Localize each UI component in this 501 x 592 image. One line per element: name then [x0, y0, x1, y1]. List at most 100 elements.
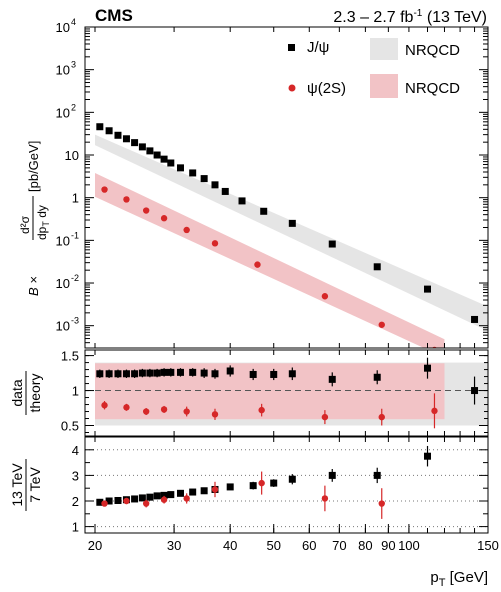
data-point-psi2s	[254, 261, 261, 268]
ratio-point-psi2s	[211, 411, 219, 418]
svg-text:dpT dy: dpT dy	[35, 205, 51, 240]
ratio-point-jpsi	[211, 370, 219, 378]
x-tick-label: 150	[477, 538, 499, 553]
energy-ratio-point-jpsi	[328, 471, 336, 479]
data-point-psi2s	[183, 226, 190, 234]
svg-text:7 TeV: 7 TeV	[27, 467, 43, 503]
energy-ratio-point-jpsi	[160, 491, 168, 499]
ratio-point-psi2s	[101, 402, 108, 409]
ratio-point-jpsi	[226, 367, 234, 375]
svg-text:13 TeV: 13 TeV	[9, 463, 25, 507]
ratio-point-jpsi	[200, 369, 208, 377]
data-point-jpsi	[176, 164, 184, 172]
energy-ratio-point-jpsi	[270, 479, 278, 487]
legend-jpsi-marker	[288, 44, 295, 51]
ratio-point-psi2s	[160, 406, 168, 413]
x-tick-label: 60	[302, 538, 316, 553]
energy-ratio-point-psi2s	[211, 486, 219, 493]
y-tick-label: 10	[65, 148, 79, 163]
energy-ratio-point-jpsi	[153, 492, 161, 500]
legend-psi2s-marker	[288, 84, 296, 92]
y-axis-label: B × d²σ dpT dy [pb/GeV]	[18, 141, 51, 296]
experiment-label: CMS	[95, 6, 133, 25]
y-tick-exponent: -2	[71, 273, 79, 283]
x-tick-label: 90	[381, 538, 395, 553]
legend-psi2s-band	[370, 74, 398, 98]
data-point-jpsi	[211, 181, 219, 189]
ratio-point-jpsi	[176, 368, 184, 376]
data-point-jpsi	[114, 131, 122, 139]
y-tick-exponent: 2	[71, 102, 76, 112]
y-tick-exponent: -3	[71, 316, 79, 326]
x-tick-label: 80	[358, 538, 372, 553]
ratio-point-jpsi	[270, 370, 278, 378]
data-point-psi2s	[123, 196, 130, 203]
energy-ratio-point-jpsi	[424, 452, 432, 460]
energy-ratio-panel: 1 2 3 4 20 30 40 50 60 70 80 90 100 150 13 TeV 7 TeV…	[9, 436, 499, 589]
y-tick-exponent: 3	[71, 60, 76, 70]
legend-band-label-1: NRQCD	[405, 42, 460, 59]
y-tick-exponent: 4	[71, 17, 76, 27]
ratio-point-jpsi	[105, 370, 113, 378]
ratio-point-psi2s	[142, 408, 150, 415]
data-point-jpsi	[260, 207, 268, 215]
energy-ratio-point-psi2s	[378, 500, 385, 507]
data-point-jpsi	[373, 263, 381, 271]
energy-ratio-point-psi2s	[321, 495, 329, 502]
y-tick-label: 1.5	[61, 349, 79, 364]
data-point-jpsi	[105, 127, 113, 135]
x-tick-label: 20	[88, 538, 102, 553]
energy-ratio-point-jpsi	[176, 489, 184, 497]
data-point-psi2s	[321, 293, 329, 300]
y-tick-label: 4	[72, 443, 79, 458]
ratio-point-jpsi	[471, 387, 479, 395]
data-point-jpsi	[153, 151, 161, 159]
data-point-jpsi	[160, 155, 168, 163]
data-point-jpsi	[122, 135, 130, 143]
legend-psi2s-label: ψ(2S)	[307, 80, 346, 97]
energy-ratio-point-psi2s	[258, 479, 265, 487]
energy-ratio-point-jpsi	[131, 495, 139, 503]
ratio-point-jpsi	[146, 369, 154, 377]
y-tick-exponent: -1	[71, 230, 79, 240]
x-tick-label: 50	[266, 538, 280, 553]
ratio-point-jpsi	[131, 370, 139, 378]
y-tick-label: 3	[72, 468, 79, 483]
ratio-point-jpsi	[328, 375, 336, 383]
ratio-point-psi2s	[431, 407, 438, 415]
data-over-theory-panel: 0.5 1 1.5 data theory	[9, 349, 489, 437]
ratio-y-label: data theory	[9, 371, 43, 415]
energy-ratio-point-jpsi	[96, 498, 104, 506]
ratio-point-jpsi	[122, 370, 130, 378]
data-point-jpsi	[138, 143, 146, 151]
data-point-jpsi	[96, 123, 104, 131]
energy-ratio-point-jpsi	[167, 491, 175, 499]
x-tick-label: 30	[167, 538, 181, 553]
energy-ratio-point-jpsi	[200, 487, 208, 495]
ratio-point-jpsi	[167, 368, 175, 376]
legend: J/ψ NRQCD ψ(2S) NRQCD	[288, 38, 460, 98]
ratio-point-jpsi	[373, 373, 381, 381]
energy-ratio-point-psi2s	[142, 500, 150, 507]
energy-ratio-point-psi2s	[123, 497, 130, 505]
energy-ratio-point-jpsi	[146, 493, 154, 501]
svg-text:theory: theory	[27, 374, 43, 413]
y-tick-label: 0.5	[61, 419, 79, 434]
data-point-jpsi	[200, 175, 208, 183]
y-tick-label: 1	[72, 384, 79, 399]
data-point-psi2s	[142, 207, 150, 214]
data-point-jpsi	[221, 187, 229, 195]
legend-jpsi-label: J/ψ	[307, 39, 329, 56]
energy-ratio-point-jpsi	[249, 482, 257, 490]
data-point-jpsi	[131, 139, 139, 147]
data-point-psi2s	[378, 321, 385, 328]
ratio-point-psi2s	[378, 413, 385, 421]
x-tick-label: 40	[223, 538, 237, 553]
svg-text:B ×: B ×	[26, 276, 41, 296]
ratio-point-psi2s	[321, 413, 329, 421]
data-point-psi2s	[101, 186, 108, 193]
y-tick-label: 10	[56, 233, 70, 248]
energy-ratio-point-psi2s	[101, 500, 108, 507]
ratio-point-jpsi	[189, 368, 197, 376]
